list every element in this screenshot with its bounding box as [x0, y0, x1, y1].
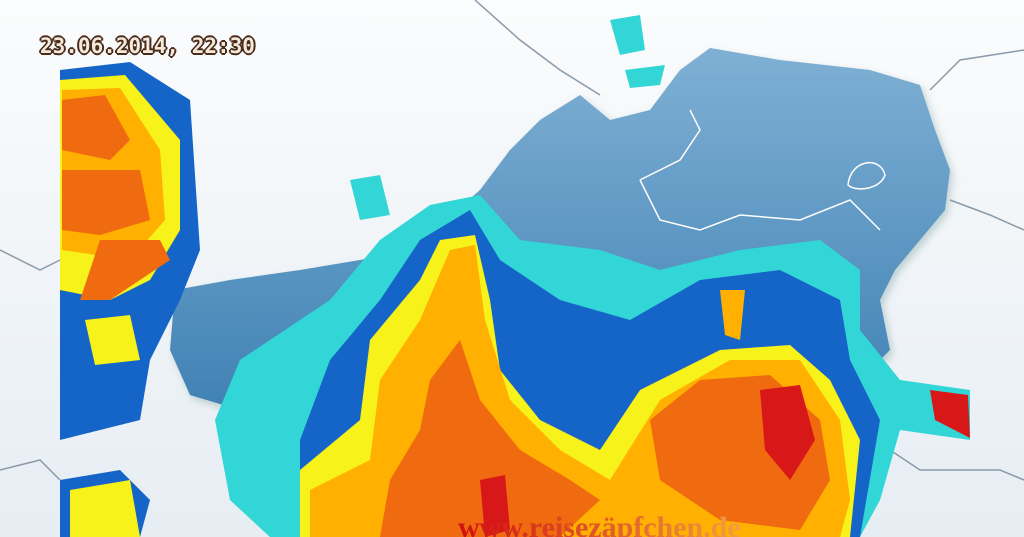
precipitation-overlay [60, 15, 970, 537]
country-borders [0, 0, 1024, 481]
timestamp: 23.06.2014, 22:30 [40, 34, 255, 58]
watermark-logo: www.reisezäpfchen.de [458, 511, 741, 537]
